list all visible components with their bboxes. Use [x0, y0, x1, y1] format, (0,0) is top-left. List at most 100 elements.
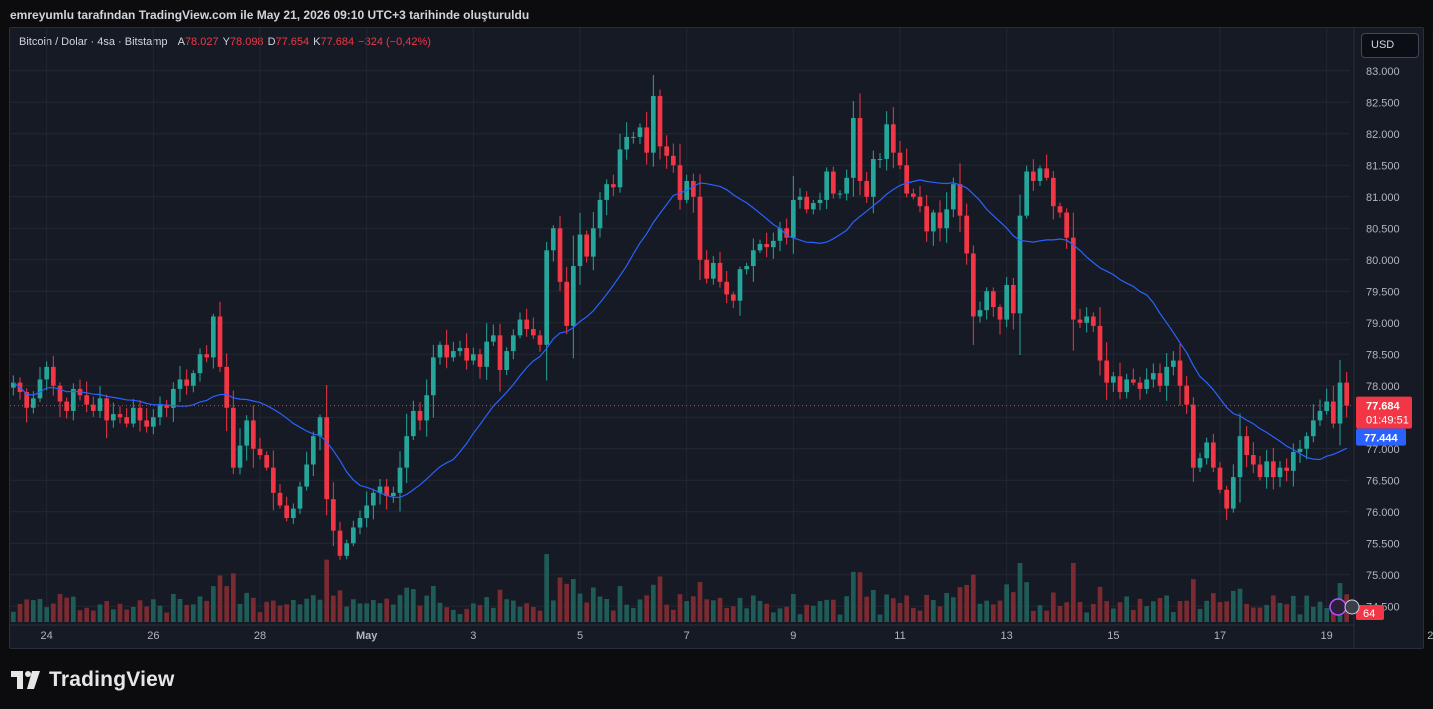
- volume-bar: [1044, 610, 1049, 622]
- time-tick-label: 28: [254, 630, 266, 642]
- candle-body: [1191, 404, 1196, 468]
- volume-bar: [37, 599, 43, 622]
- candle-body: [931, 212, 936, 232]
- candle-body: [591, 228, 596, 257]
- lightning-icon: [1329, 598, 1347, 616]
- volume-bar: [271, 600, 276, 622]
- volume-bar: [31, 600, 36, 622]
- volume-bar: [1131, 609, 1136, 622]
- candle-body: [957, 184, 963, 216]
- candle-body: [1024, 171, 1029, 216]
- candle-body: [797, 196, 803, 200]
- candle-body: [1204, 442, 1209, 459]
- volume-bars: [11, 554, 1349, 622]
- candle-body: [597, 199, 603, 229]
- candle-body: [131, 407, 136, 424]
- candle-body: [604, 184, 609, 200]
- time-axis: 24 26 28 May 3 5 7 9 11 13 15 17 19 21: [41, 630, 1433, 642]
- chart-panel[interactable]: Bitcoin / Dolar · 4sa · Bitstamp A78.027…: [9, 27, 1424, 649]
- volume-bar: [557, 577, 563, 622]
- currency-button[interactable]: USD: [1361, 33, 1419, 58]
- candle-body: [671, 155, 676, 166]
- volume-bar: [937, 606, 943, 622]
- chart-caption: emreyumlu tarafından TradingView.com ile…: [10, 8, 530, 22]
- volume-bar: [851, 571, 856, 622]
- candle-body: [251, 420, 256, 449]
- volume-bar: [1244, 603, 1249, 622]
- volume-bar: [64, 597, 69, 622]
- volume-bar: [1091, 603, 1096, 622]
- volume-bar: [577, 593, 583, 622]
- candle-body: [864, 181, 869, 197]
- volume-bar: [584, 602, 589, 622]
- volume-bar: [844, 596, 849, 622]
- price-tick-label: 75.000: [1366, 570, 1400, 582]
- volume-bar: [164, 612, 169, 622]
- volume-bar: [591, 587, 596, 622]
- candle-body: [1017, 215, 1023, 314]
- candle-body: [897, 152, 903, 166]
- low-label: D: [267, 36, 276, 48]
- volume-bar: [957, 587, 963, 622]
- axis-tags: 77.684 01:49:51 77.444 64: [1329, 396, 1412, 620]
- close-label: K: [313, 36, 321, 48]
- candle-body: [1337, 382, 1343, 424]
- candle-body: [904, 165, 909, 194]
- volume-bar: [137, 600, 143, 622]
- volume-bar: [184, 604, 189, 622]
- candle-body: [1251, 455, 1256, 465]
- candle-body: [731, 294, 736, 301]
- symbol-label[interactable]: Bitcoin / Dolar · 4sa · Bitstamp: [19, 36, 168, 48]
- volume-bar: [864, 596, 869, 622]
- volume-bar: [924, 594, 929, 622]
- candle-body: [1131, 379, 1136, 383]
- volume-bar: [177, 598, 183, 622]
- candle-body: [284, 505, 289, 519]
- volume-bar: [304, 598, 309, 622]
- volume-bar: [191, 604, 196, 622]
- volume-bar: [831, 599, 836, 622]
- candle-body: [771, 240, 776, 248]
- candle-body: [391, 492, 396, 496]
- candle-body: [657, 95, 663, 147]
- volume-bar: [684, 601, 689, 622]
- volume-bar: [517, 606, 523, 622]
- volume-bar: [131, 606, 136, 622]
- volume-bar: [211, 586, 216, 622]
- candle-body: [571, 266, 576, 326]
- candle-body: [531, 329, 536, 336]
- volume-bar: [1037, 605, 1043, 622]
- candle-body: [137, 407, 143, 421]
- candle-body: [1151, 373, 1156, 380]
- volume-bar: [531, 606, 536, 622]
- volume-bar: [1184, 600, 1189, 622]
- candle-body: [1044, 168, 1049, 178]
- volume-bar: [504, 599, 509, 622]
- candle-body: [697, 196, 703, 260]
- candle-body: [1057, 206, 1063, 213]
- candle-body: [757, 244, 763, 251]
- volume-bar: [564, 583, 569, 622]
- candle-body: [824, 171, 829, 200]
- candle-body: [557, 228, 563, 282]
- volume-bar: [1124, 596, 1129, 622]
- candle-body: [444, 344, 449, 358]
- time-tick-label: 26: [147, 630, 159, 642]
- volume-bar: [351, 599, 356, 622]
- candle-body: [437, 344, 443, 358]
- candle-body: [791, 199, 796, 238]
- volume-bar: [837, 614, 843, 622]
- candle-body: [1077, 319, 1083, 323]
- candle-body: [1277, 467, 1283, 478]
- candle-body: [311, 436, 316, 465]
- candle-body: [624, 136, 629, 150]
- candle-body: [1104, 360, 1109, 383]
- candle-body: [977, 310, 983, 317]
- volume-bar: [744, 608, 749, 622]
- volume-bar: [1051, 592, 1056, 622]
- candle-body: [184, 379, 189, 386]
- candle-body: [644, 127, 649, 153]
- high-label: Y: [222, 36, 230, 48]
- volume-bar: [11, 611, 16, 622]
